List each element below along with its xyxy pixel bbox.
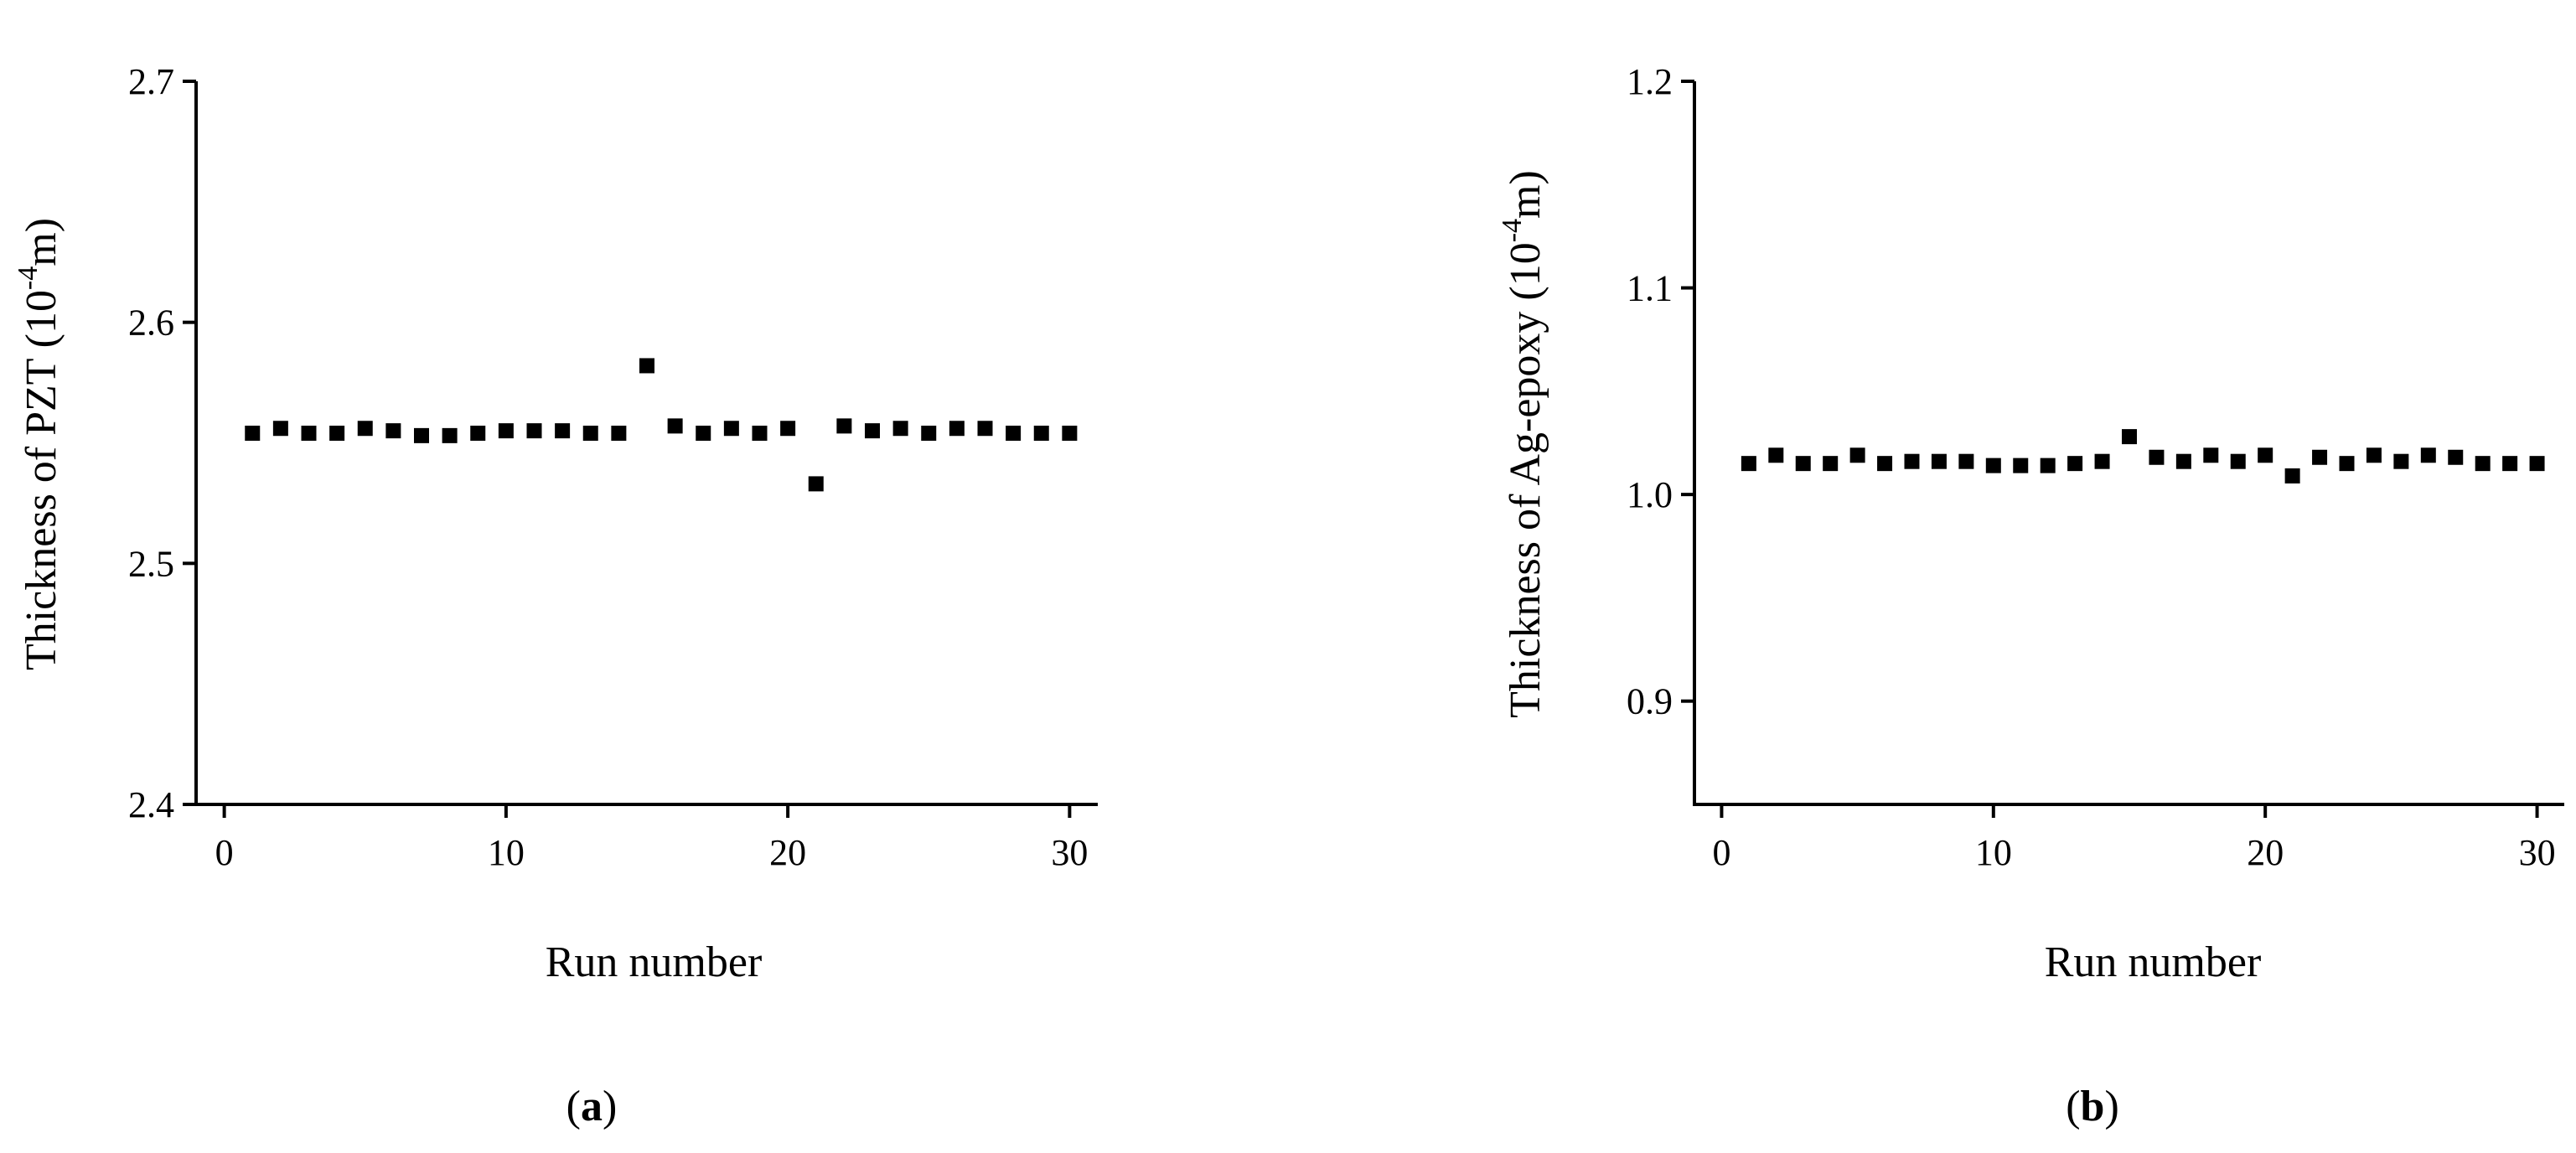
- chart-b-point: [1931, 453, 1947, 469]
- chart-a-ylabel: Thickness of PZT (10-4m): [13, 218, 65, 670]
- chart-a-x-tick-label: 0: [215, 832, 234, 873]
- chart-b-ylabel-sup: -4: [1497, 219, 1528, 242]
- chart-b-xlabel: Run number: [2045, 938, 2262, 986]
- chart-a-ylabel-main: Thickness of PZT (10: [18, 290, 65, 670]
- chart-b-y-tick-label: 1.1: [1627, 268, 1673, 309]
- chart-b-point: [2122, 429, 2137, 445]
- chart-a-point: [977, 421, 993, 437]
- chart-a-point: [1006, 425, 1022, 441]
- chart-a-point: [272, 421, 288, 437]
- chart-b-point: [2393, 453, 2409, 469]
- chart-b-x-tick-label: 20: [2247, 832, 2284, 873]
- chart-a-point: [836, 418, 852, 434]
- chart-b-x-tick-label: 30: [2519, 832, 2556, 873]
- chart-b-point: [1768, 447, 1784, 463]
- chart-a-xlabel: Run number: [546, 938, 763, 986]
- chart-a-point: [442, 427, 458, 443]
- chart-a-marks: [245, 358, 1078, 492]
- chart-a-point: [329, 425, 345, 441]
- chart-b-point: [1823, 456, 1839, 472]
- chart-b-point: [2502, 456, 2518, 472]
- chart-a-ylabel-sup: -4: [13, 266, 44, 290]
- chart-a-x-tick-label: 30: [1051, 832, 1088, 873]
- chart-a-point: [498, 423, 514, 439]
- chart-b-axes: 0.9 1.0 1.1 1.2 0 10 20 30: [1627, 61, 2564, 873]
- chart-a-y-tick-label: 2.6: [128, 302, 174, 344]
- chart-b-ylabel: Thickness of Ag-epoxy (10-4m): [1497, 170, 1549, 718]
- chart-b-point: [2312, 449, 2328, 465]
- chart-b-marks: [1741, 429, 2545, 483]
- chart-a-svg: 2.4 2.5 2.6 2.7 0 10 20 30 Run number Thickness…: [13, 61, 1098, 1130]
- chart-a-point: [357, 421, 373, 437]
- chart-b-point: [2258, 447, 2273, 463]
- chart-a-x-tick-label: 20: [769, 832, 806, 873]
- chart-b-point: [2175, 453, 2191, 469]
- chart-b-point: [2230, 453, 2246, 469]
- chart-b-y-tick-label: 0.9: [1627, 681, 1673, 722]
- chart-b-point: [1795, 456, 1811, 472]
- chart-b-point: [2448, 449, 2464, 465]
- chart-a-ylabel-end: m): [18, 218, 65, 266]
- chart-b-point: [2040, 458, 2056, 473]
- chart-a-point: [949, 421, 965, 437]
- chart-a-point: [1033, 425, 1049, 441]
- chart-a-point: [892, 421, 908, 437]
- chart-b-point: [1849, 447, 1865, 463]
- chart-b-point: [2149, 449, 2165, 465]
- chart-a-point: [723, 421, 739, 437]
- chart-b-x-tick-label: 10: [1975, 832, 2012, 873]
- chart-b-point: [1741, 456, 1756, 472]
- chart-a-point: [808, 476, 824, 492]
- chart-a-point: [470, 425, 486, 441]
- chart-b-caption: (b): [2066, 1083, 2119, 1130]
- chart-b-point: [2475, 456, 2491, 472]
- chart-a-x-tick-label: 10: [488, 832, 525, 873]
- chart-b-point: [2013, 458, 2029, 473]
- chart-a-y-tick-label: 2.7: [128, 61, 174, 102]
- chart-a-point: [667, 418, 683, 434]
- chart-b-caption-letter: b: [2081, 1083, 2105, 1130]
- chart-b-svg: 0.9 1.0 1.1 1.2 0 10 20 30 Run number Thickness…: [1497, 61, 2564, 1130]
- chart-a-point: [1062, 425, 1078, 441]
- chart-a-point: [414, 427, 429, 443]
- chart-a-point: [752, 425, 768, 441]
- chart-a-point: [385, 423, 401, 439]
- chart-a-point: [780, 421, 796, 437]
- chart-a-point: [611, 425, 627, 441]
- chart-a-y-tick-label: 2.5: [128, 543, 174, 584]
- chart-b-point: [2366, 447, 2382, 463]
- chart-b-point: [2203, 447, 2219, 463]
- chart-b-ylabel-main: Thickness of Ag-epoxy (10: [1502, 242, 1549, 718]
- chart-b-point: [2067, 456, 2083, 472]
- chart-b-point: [2284, 468, 2300, 483]
- chart-a-y-tick-label: 2.4: [128, 784, 174, 825]
- chart-a-caption-letter: a: [581, 1083, 603, 1130]
- chart-a-point: [696, 425, 711, 441]
- chart-b-x-tick-label: 0: [1712, 832, 1730, 873]
- chart-b-ylabel-end: m): [1502, 170, 1549, 219]
- chart-a-point: [865, 423, 880, 439]
- chart-b-y-tick-label: 1.2: [1627, 61, 1673, 102]
- chart-b-point: [1958, 453, 1974, 469]
- chart-a-point: [555, 423, 571, 439]
- chart-a-point: [526, 423, 542, 439]
- chart-a-point: [301, 425, 317, 441]
- chart-a-caption: (a): [566, 1083, 618, 1130]
- chart-b-point: [2529, 456, 2545, 472]
- chart-b-point: [2339, 456, 2355, 472]
- chart-panel-b: 0.9 1.0 1.1 1.2 0 10 20 30 Run number Thickness…: [1288, 0, 2576, 1149]
- chart-panel-a: 2.4 2.5 2.6 2.7 0 10 20 30 Run number Thickness…: [0, 0, 1288, 1149]
- chart-b-point: [1904, 453, 1920, 469]
- chart-b-point: [1877, 456, 1893, 472]
- chart-a-point: [921, 425, 937, 441]
- chart-b-point: [2094, 453, 2110, 469]
- chart-a-point: [582, 425, 598, 441]
- chart-b-y-tick-label: 1.0: [1627, 474, 1673, 515]
- chart-a-point: [245, 425, 261, 441]
- chart-a-point: [639, 358, 654, 374]
- chart-a-axes: 2.4 2.5 2.6 2.7 0 10 20 30: [128, 61, 1098, 873]
- chart-b-point: [2420, 447, 2436, 463]
- chart-b-point: [1985, 458, 2001, 473]
